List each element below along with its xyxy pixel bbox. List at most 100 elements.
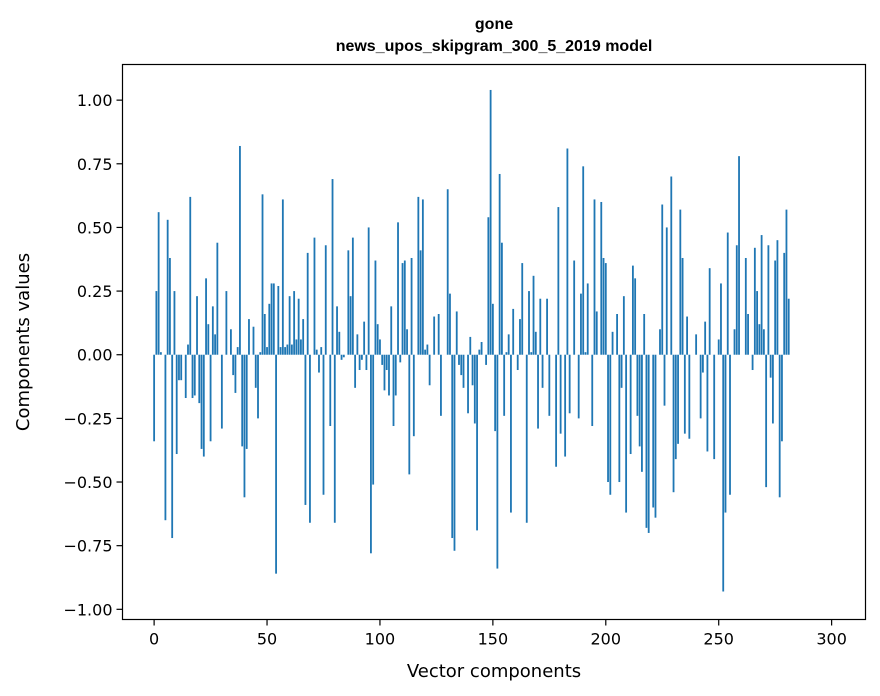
bar xyxy=(322,354,325,495)
bar xyxy=(180,354,183,381)
bar xyxy=(460,354,463,376)
bar xyxy=(654,354,657,518)
bar xyxy=(744,257,747,355)
bar xyxy=(187,344,189,355)
bar xyxy=(401,263,404,355)
bar xyxy=(494,354,497,432)
bar xyxy=(360,354,363,360)
bar xyxy=(354,354,357,388)
bar xyxy=(388,354,390,396)
bar xyxy=(769,354,772,378)
bar xyxy=(496,354,499,569)
bar xyxy=(385,354,388,371)
bar xyxy=(408,354,411,475)
bar xyxy=(629,354,632,455)
bar xyxy=(762,329,765,355)
y-tick-label: −0.75 xyxy=(63,537,112,556)
bar xyxy=(309,354,311,523)
bar xyxy=(196,296,198,355)
bar xyxy=(410,257,413,355)
bar xyxy=(758,324,761,355)
bar xyxy=(674,354,677,460)
bar xyxy=(424,349,427,355)
bar xyxy=(275,354,277,574)
bar xyxy=(257,354,259,419)
bar xyxy=(446,189,449,355)
bar xyxy=(157,212,160,355)
bar xyxy=(659,329,661,355)
bar xyxy=(153,354,156,442)
bar xyxy=(593,199,596,355)
bar xyxy=(638,354,641,447)
bar xyxy=(403,260,406,355)
y-tick-label: −1.00 xyxy=(63,600,112,619)
bar xyxy=(471,354,474,386)
bar xyxy=(286,344,289,355)
bar xyxy=(232,354,235,376)
bar xyxy=(279,347,282,355)
bar xyxy=(202,354,205,457)
bar xyxy=(507,334,510,355)
bar xyxy=(564,354,567,457)
bar xyxy=(358,354,361,371)
bar xyxy=(252,326,255,355)
bar xyxy=(300,339,302,355)
bar xyxy=(245,354,248,449)
bar xyxy=(205,278,207,355)
bar xyxy=(478,349,481,355)
bar xyxy=(216,242,219,355)
bar xyxy=(254,354,257,388)
bar xyxy=(324,245,327,355)
bar xyxy=(159,352,162,355)
bar xyxy=(645,354,648,528)
bar xyxy=(512,308,515,355)
bar xyxy=(634,278,637,355)
bar xyxy=(521,263,524,355)
bar xyxy=(268,303,271,355)
bar xyxy=(297,298,300,355)
y-axis-ticks: −1.00 −0.75 −0.50 −0.25 0.00 0.25 0.50 0.75 1.00 xyxy=(63,91,123,619)
bar xyxy=(169,257,171,355)
bar xyxy=(455,311,458,355)
bar xyxy=(616,314,618,355)
bar xyxy=(733,329,736,355)
bar xyxy=(351,237,354,355)
bar xyxy=(320,347,323,355)
x-tick-label: 150 xyxy=(478,630,509,649)
bar xyxy=(225,291,228,355)
bar xyxy=(774,260,777,355)
bar xyxy=(713,354,716,460)
chart-subtitle: news_upos_skipgram_300_5_2019 model xyxy=(336,38,653,55)
bar xyxy=(785,209,788,355)
bar xyxy=(220,354,223,429)
bar xyxy=(178,354,180,381)
bar xyxy=(392,354,395,427)
bar xyxy=(293,291,296,355)
bar xyxy=(394,354,397,396)
bar xyxy=(302,319,305,355)
bar xyxy=(318,354,320,373)
bar xyxy=(333,354,336,523)
bar xyxy=(505,352,508,355)
bar xyxy=(539,298,542,355)
x-tick-label: 0 xyxy=(149,630,159,649)
bar xyxy=(370,354,372,554)
bar xyxy=(724,354,727,513)
bar xyxy=(399,354,402,363)
bar xyxy=(661,204,664,355)
bar xyxy=(453,354,456,551)
bar xyxy=(530,352,533,355)
bar xyxy=(342,354,345,358)
bar xyxy=(704,321,707,355)
bar xyxy=(193,354,196,396)
bar xyxy=(618,354,621,483)
bar xyxy=(458,354,460,365)
bar xyxy=(209,354,212,442)
bar xyxy=(735,245,738,355)
bar xyxy=(367,227,370,355)
bar xyxy=(272,283,275,355)
bar xyxy=(756,291,759,355)
x-tick-label: 50 xyxy=(257,630,277,649)
bar xyxy=(467,354,469,414)
bar xyxy=(688,354,691,439)
